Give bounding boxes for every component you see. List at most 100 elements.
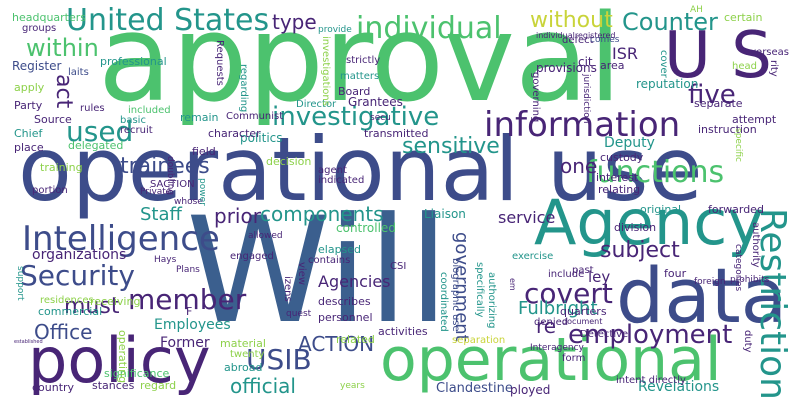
word-four: past — [572, 265, 594, 276]
word-agent: indicated — [318, 175, 365, 186]
word-duty: form — [562, 353, 586, 364]
word-revelations: Clandestine — [436, 381, 513, 396]
word-years: intent directly — [616, 375, 686, 386]
word-clandestine: Former — [160, 335, 210, 351]
word-interagency: em — [508, 278, 517, 291]
word-contains: engaged — [230, 251, 274, 262]
word-board: Director — [296, 99, 337, 110]
word-investigative: investigative — [272, 102, 440, 132]
word-original: relating — [598, 183, 641, 196]
word-area: cit — [578, 55, 593, 69]
word-grantees: strictly — [346, 55, 381, 66]
word-separate: cover — [658, 50, 669, 78]
word-five: five — [688, 80, 736, 110]
word-f: twenty — [230, 349, 265, 360]
word-significance: commercial — [38, 305, 103, 318]
word-recruit: basic — [120, 115, 146, 126]
word-place: Chief — [14, 127, 43, 140]
word-include: exercise — [512, 251, 554, 262]
word-service: service — [498, 208, 556, 227]
word-operating: country — [32, 381, 75, 394]
word-ployed: duty — [742, 330, 753, 353]
word-groups: headquarters — [12, 11, 87, 24]
word-subject: subject — [600, 238, 680, 263]
word-detective: document — [562, 317, 603, 326]
word-employment: employment — [568, 320, 733, 350]
word-type: type — [272, 10, 317, 34]
word-residences: receiving — [90, 295, 141, 308]
word-specifically: coordinated — [438, 272, 449, 332]
word-rules: Party — [14, 99, 43, 112]
word-twenty: abroad — [224, 361, 263, 374]
word-governing: regarding — [238, 64, 249, 113]
word-deputy: Deputy — [604, 135, 655, 151]
word-will: Will — [186, 186, 449, 356]
word-fulbright: Fulbright — [518, 298, 598, 319]
word-re: re — [536, 314, 557, 338]
word-included: recruit — [120, 125, 153, 136]
word-relating: interest — [596, 171, 639, 184]
word-whose: SACTION — [150, 179, 195, 190]
word-defect: head — [732, 61, 757, 72]
word-denied: quarters — [560, 305, 607, 318]
word-csi: contains — [308, 255, 351, 266]
word-training: operating — [116, 330, 129, 384]
word-plans: F — [186, 305, 193, 318]
word-activities: related — [336, 333, 375, 346]
word-chief: delegated — [68, 139, 124, 152]
word-custody: attempt — [732, 113, 777, 126]
word-former: ley — [588, 268, 611, 286]
word-covert: covert — [524, 277, 613, 310]
word-regarding: Requests — [214, 40, 225, 86]
word-act: act — [51, 74, 76, 109]
word-strictly: matters — [340, 71, 380, 82]
word-delegated: Source — [34, 113, 72, 126]
word-regard: stances — [92, 379, 135, 392]
word-operational: operational — [380, 325, 722, 395]
word-small-2: AH — [690, 5, 703, 15]
word-forwarded: original — [640, 203, 682, 216]
word-trainees: trainees — [120, 154, 210, 179]
word-source: rules — [80, 103, 105, 114]
word-personnel: activities — [378, 325, 428, 338]
word-small-1: individualregistered — [536, 31, 616, 40]
word-director: Communist — [226, 111, 284, 122]
word-communist: field — [192, 145, 216, 158]
word-party: apply — [14, 81, 45, 94]
word-material: describes — [318, 295, 371, 308]
word-izens: view — [296, 262, 307, 286]
word-commercial: residences — [40, 295, 94, 306]
word-attempt: instruction — [698, 123, 757, 136]
word-interest: custody — [600, 151, 644, 164]
word-hays: Plans — [176, 265, 200, 275]
word-overseas: certain — [724, 11, 763, 24]
word-intelligence: Intelligence — [22, 219, 220, 259]
word-official: official — [230, 374, 296, 398]
word-quarters: prohibits — [730, 275, 770, 285]
word-apply: laits — [68, 67, 89, 78]
word-biographic-use: elapsed — [318, 243, 362, 256]
word-functions: functions — [586, 155, 725, 190]
word-office: Office — [34, 320, 93, 344]
word-member: member — [128, 283, 247, 316]
word-indicated: CSI — [390, 261, 407, 272]
word-jurisdiction: rity — [768, 60, 779, 77]
word-certain: secu — [370, 113, 391, 123]
word-private: portion — [32, 185, 68, 196]
word-employees: Employees — [154, 317, 231, 333]
word-politics: remain — [180, 111, 219, 124]
word-isr: ISR — [612, 44, 638, 63]
word-matters: Board — [338, 85, 371, 98]
word-specific: power — [197, 178, 207, 206]
word-investigations: jurisdiction — [581, 74, 591, 124]
word-secu: transmitted — [364, 127, 429, 140]
word-data: data — [616, 251, 788, 340]
word-requests: investigations — [320, 36, 331, 106]
word-form: Detective — [580, 329, 629, 340]
word-provide: comes — [590, 35, 620, 45]
word-power: doubling — [165, 156, 175, 196]
word-past: include — [548, 269, 585, 280]
word-professional: Register — [12, 59, 62, 73]
word-without: without — [530, 8, 613, 33]
